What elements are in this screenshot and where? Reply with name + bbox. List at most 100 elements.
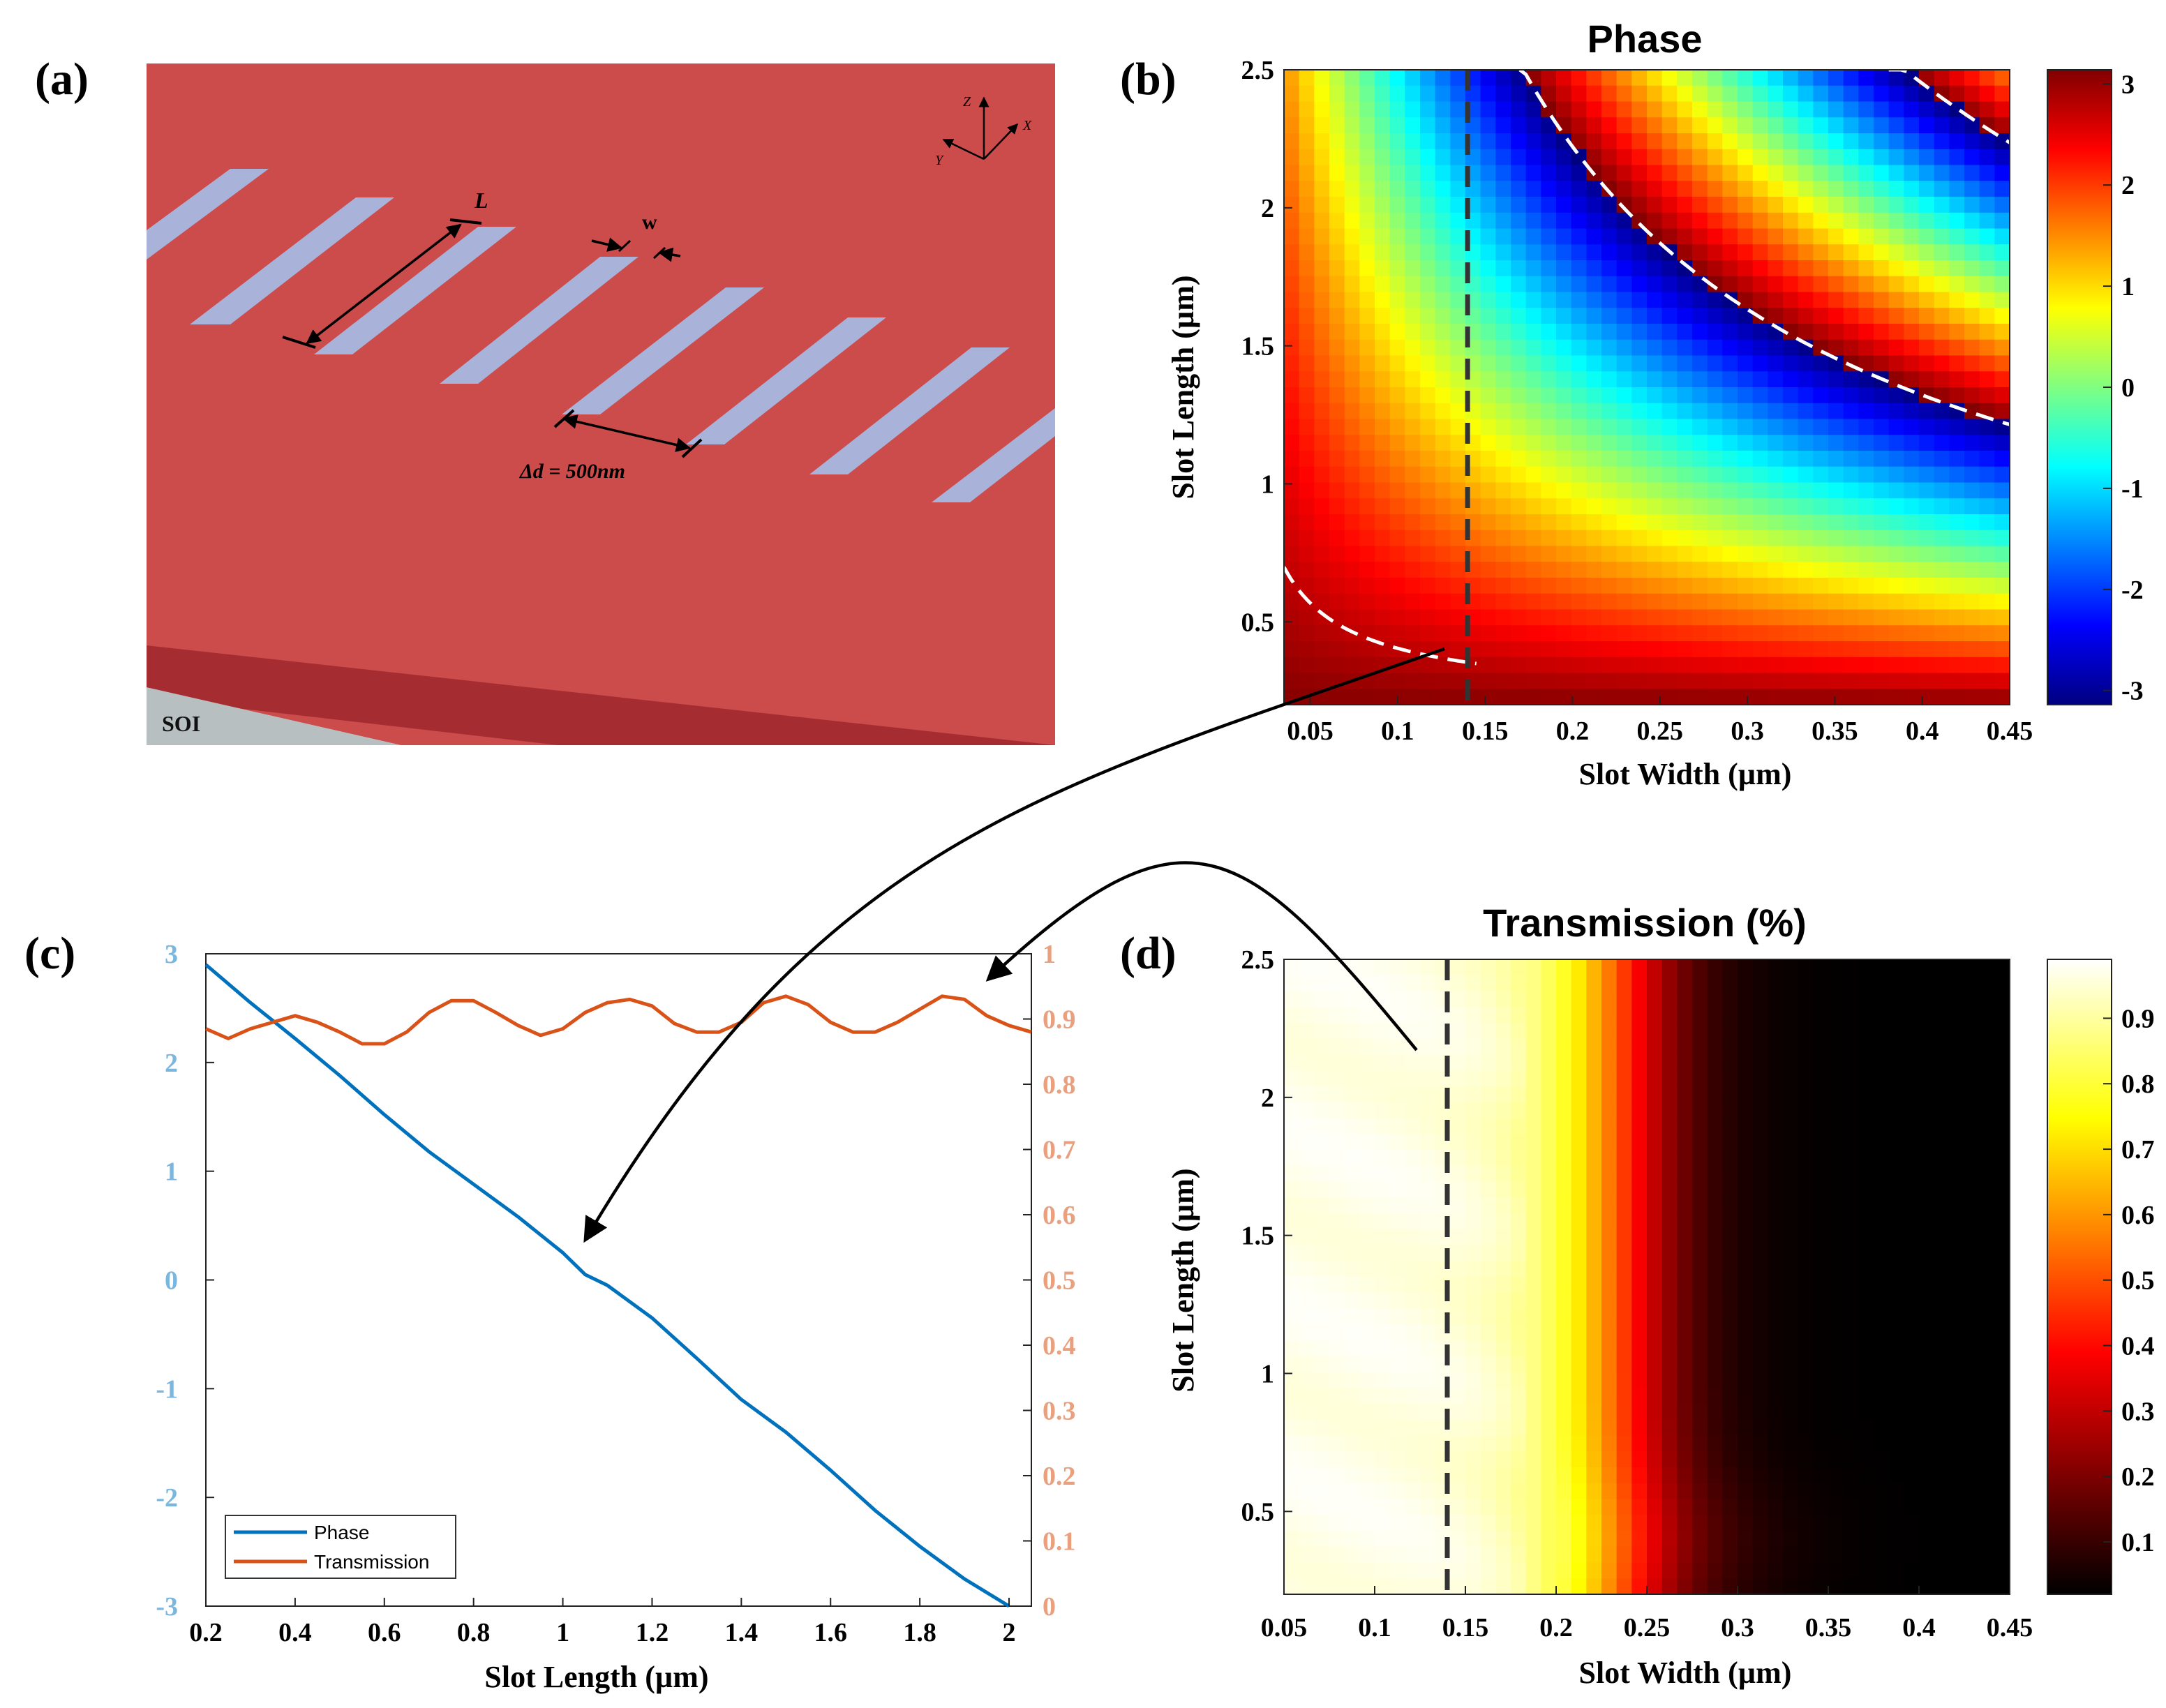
heatmap-cell [1994,673,2010,689]
heatmap-cell [1435,165,1451,181]
heatmap-cell [1511,419,1527,435]
heatmap-cell [1828,435,1844,451]
heatmap-cell [1480,101,1496,118]
heatmap-cell [1858,1372,1874,1388]
heatmap-cell [1738,1404,1754,1421]
heatmap-cell [1450,1038,1466,1056]
heatmap-cell [1783,85,1799,103]
heatmap-cell [1495,1499,1511,1515]
heatmap-cell [1405,1372,1421,1388]
heatmap-cell [1647,1483,1663,1500]
heatmap-cell [1329,85,1345,103]
heatmap-cell [1284,1308,1300,1325]
heatmap-cell [1964,419,1980,435]
heatmap-cell [1813,1546,1829,1564]
heatmap-cell [1888,435,1904,451]
x-tick-label: 0.1 [1381,717,1414,746]
heatmap-cell [1375,85,1391,103]
heatmap-cell [1707,1435,1723,1452]
heatmap-cell [1480,324,1496,340]
heatmap-cell [1888,1070,1904,1087]
heatmap-cell [1616,1070,1632,1087]
heatmap-cell [1707,308,1723,324]
heatmap-cell [1752,530,1768,547]
heatmap-cell [1888,1181,1904,1198]
heatmap-cell [1556,1023,1572,1040]
heatmap-cell [1495,482,1511,499]
heatmap-cell [1843,1515,1859,1531]
heatmap-cell [1692,1181,1708,1198]
heatmap-cell [1798,419,1814,435]
heatmap-cell [1783,1086,1799,1103]
heatmap-cell [1511,1419,1527,1437]
heatmap-cell [1692,546,1708,562]
heatmap-cell [1904,1213,1920,1230]
heatmap-cell [1858,133,1874,150]
heatmap-cell [1919,1292,1935,1310]
heatmap-cell [1874,435,1890,451]
heatmap-cell [1480,1054,1496,1071]
heatmap-cell [1344,1070,1360,1087]
heatmap-cell [1828,244,1844,261]
heatmap-cell [1919,673,1935,689]
heatmap-cell [1571,1277,1587,1294]
heatmap-cell [1768,292,1784,308]
heatmap-cell [1707,1007,1723,1024]
heatmap-cell [1798,975,1814,992]
heatmap-cell [1934,212,1950,230]
heatmap-cell [1389,1292,1405,1310]
heatmap-cell [1571,546,1587,562]
heatmap-cell [1389,1118,1405,1134]
heatmap-cell [1359,482,1375,499]
heatmap-cell [1616,308,1632,324]
heatmap-cell [1661,1499,1678,1515]
heatmap-cell [1738,1261,1754,1278]
heatmap-cell [1647,1134,1663,1151]
heatmap-cell [1344,1134,1360,1151]
heatmap-cell [1738,324,1754,340]
heatmap-cell [1813,419,1829,435]
heatmap-cell [1692,482,1708,499]
heatmap-cell [1707,451,1723,467]
heatmap-cell [1375,1054,1391,1071]
heatmap-cell [1586,1070,1602,1087]
heatmap-cell [1692,355,1708,372]
heatmap-cell [1329,324,1345,340]
heatmap-cell [1450,85,1466,103]
heatmap-cell [1661,593,1678,610]
heatmap-cell [1661,1054,1678,1071]
line-x-ticks: 0.2 0.4 0.6 0.8 1 1.2 1.4 1.6 1.8 2 [189,1598,1016,1647]
heatmap-cell [1450,403,1466,420]
heatmap-cell [1616,1546,1632,1564]
heatmap-cell [1949,451,1965,467]
heatmap-cell [1284,1499,1300,1515]
heatmap-cell [1389,546,1405,562]
heatmap-cell [1420,1562,1436,1579]
heatmap-cell [1798,578,1814,594]
heatmap-cell [1525,1086,1541,1103]
heatmap-cell [1299,625,1315,642]
heatmap-cell [1480,1483,1496,1500]
heatmap-cell [1631,609,1648,626]
heatmap-cell [1661,625,1678,642]
heatmap-cell [1405,1324,1421,1341]
heatmap-cell [1692,975,1708,992]
heatmap-cell [1586,1277,1602,1294]
heatmap-cell [1783,403,1799,420]
heatmap-cell [1994,466,2010,484]
heatmap-cell [1949,260,1965,277]
heatmap-cell [1904,181,1920,197]
heatmap-cell [1495,419,1511,435]
heatmap-cell [1888,1007,1904,1024]
heatmap-cell [1556,1562,1572,1579]
heatmap-cell [1556,371,1572,388]
heatmap-cell [1768,1578,1784,1595]
heatmap-cell [1389,1419,1405,1437]
heatmap-cell [1798,1165,1814,1183]
heatmap-cell [1284,1451,1300,1468]
heatmap-cell [1359,466,1375,484]
heatmap-cell [1949,1562,1965,1579]
heatmap-cell [1677,197,1693,214]
heatmap-cell [1647,562,1663,578]
heatmap-cell [1525,625,1541,642]
